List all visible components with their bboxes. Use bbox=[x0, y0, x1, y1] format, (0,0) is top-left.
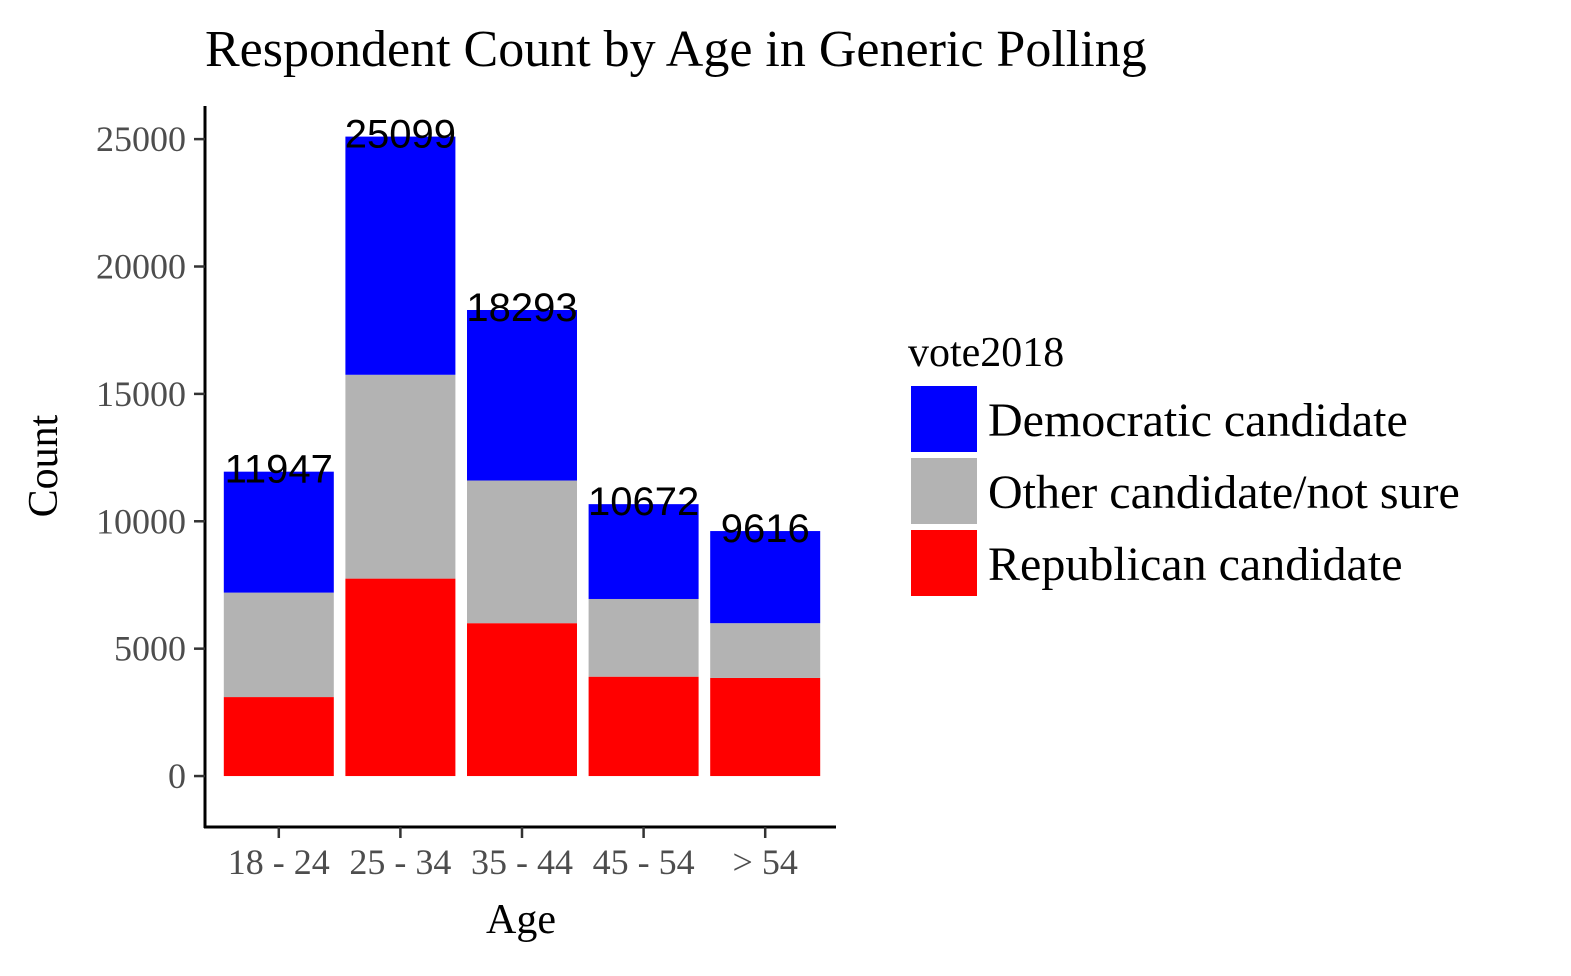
y-tick-label: 5000 bbox=[114, 629, 186, 669]
bar-segment-other-candidate-not-sure bbox=[467, 480, 577, 624]
bar-segment-other-candidate-not-sure bbox=[345, 374, 456, 579]
bar-segment-democratic-candidate bbox=[588, 504, 699, 599]
legend-title: vote2018 bbox=[908, 330, 1064, 376]
y-tick-label: 0 bbox=[168, 756, 186, 796]
total-label: 9616 bbox=[721, 507, 810, 551]
axes-layer: 0 5000 10000 15000 20000 25000 18 - 24 25 - 34 3… bbox=[96, 106, 836, 882]
y-tick-label: 25000 bbox=[96, 119, 186, 159]
bar-segment-democratic-candidate bbox=[223, 471, 334, 593]
y-axis-title: Count bbox=[21, 414, 67, 517]
x-tick-label: > 54 bbox=[733, 842, 798, 882]
total-label: 18293 bbox=[466, 286, 577, 330]
bar-segment-republican-candidate bbox=[588, 676, 699, 777]
legend-swatch-republican-candidate bbox=[911, 530, 977, 596]
legend-label-other-candidate-not-sure: Other candidate/not sure bbox=[988, 466, 1460, 519]
x-tick-label: 18 - 24 bbox=[228, 842, 330, 882]
totals-layer: 11947 25099 18293 10672 9616 bbox=[225, 113, 810, 551]
bar-segment-democratic-candidate bbox=[710, 531, 821, 624]
y-tick-label: 20000 bbox=[96, 247, 186, 287]
total-label: 10672 bbox=[588, 480, 699, 524]
total-label: 25099 bbox=[345, 113, 456, 157]
bar-segment-other-candidate-not-sure bbox=[710, 623, 821, 678]
bars-layer bbox=[223, 136, 821, 777]
legend-swatch-other-candidate-not-sure bbox=[911, 458, 977, 524]
legend-label-republican-candidate: Republican candidate bbox=[988, 538, 1403, 591]
x-tick-label: 35 - 44 bbox=[471, 842, 573, 882]
chart-title: Respondent Count by Age in Generic Polli… bbox=[205, 21, 1147, 78]
bar-segment-republican-candidate bbox=[710, 677, 821, 777]
bar-segment-republican-candidate bbox=[223, 697, 334, 777]
legend-swatch-democratic-candidate bbox=[911, 386, 977, 452]
y-tick-label: 10000 bbox=[96, 501, 186, 541]
x-tick-label: 45 - 54 bbox=[593, 842, 695, 882]
bar-segment-democratic-candidate bbox=[345, 136, 456, 375]
legend: vote2018 Democratic candidate Other candi… bbox=[908, 330, 1460, 596]
bar-segment-republican-candidate bbox=[345, 578, 456, 777]
bar-segment-other-candidate-not-sure bbox=[588, 598, 699, 677]
total-label: 11947 bbox=[225, 448, 333, 492]
legend-label-democratic-candidate: Democratic candidate bbox=[988, 394, 1408, 447]
bar-segment-republican-candidate bbox=[467, 623, 577, 777]
x-axis-title: Age bbox=[486, 897, 556, 943]
x-tick-label: 25 - 34 bbox=[349, 842, 451, 882]
bar-segment-other-candidate-not-sure bbox=[223, 592, 334, 698]
y-tick-label: 15000 bbox=[96, 374, 186, 414]
bar-segment-democratic-candidate bbox=[467, 309, 577, 481]
